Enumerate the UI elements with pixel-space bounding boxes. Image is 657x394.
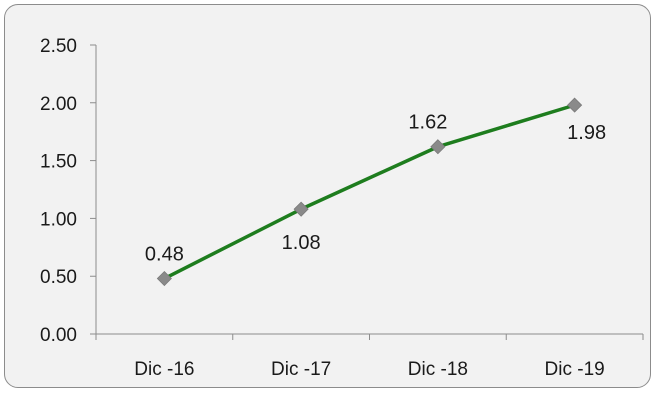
x-tick-label: Dic -19 bbox=[545, 359, 605, 380]
data-point-marker bbox=[293, 201, 309, 217]
y-tick-label: 2.50 bbox=[40, 36, 77, 57]
y-tick-label: 1.00 bbox=[40, 209, 77, 230]
data-labels: 0.48 1.08 1.62 1.98 bbox=[145, 112, 606, 266]
y-tick-label: 0.50 bbox=[40, 267, 77, 288]
axes bbox=[90, 44, 644, 340]
data-point-marker bbox=[567, 97, 583, 113]
data-point-marker bbox=[156, 270, 172, 287]
data-label: 1.98 bbox=[567, 122, 606, 144]
markers bbox=[156, 97, 583, 287]
y-tick-label: 0.00 bbox=[40, 325, 77, 346]
line-chart: 0.000.501.001.502.002.50 Dic -16 Dic -17 D… bbox=[40, 36, 644, 380]
x-tick-label: Dic -16 bbox=[134, 359, 194, 380]
data-label: 0.48 bbox=[145, 244, 184, 266]
series-line bbox=[162, 103, 577, 281]
x-tick-label: Dic -18 bbox=[408, 359, 468, 380]
data-label: 1.62 bbox=[408, 112, 447, 134]
x-tick-label: Dic -17 bbox=[271, 359, 331, 380]
chart-frame: 0.00 0.50 1.00 1.50 2.00 2.50 Dic -16 Dic -17 D… bbox=[4, 4, 651, 388]
data-point-marker bbox=[430, 139, 446, 155]
y-tick-label: 2.00 bbox=[40, 94, 77, 115]
data-label: 1.08 bbox=[282, 232, 321, 254]
x-axis-tick-labels: Dic -16 Dic -17 Dic -18 Dic -19 bbox=[134, 359, 604, 380]
series-layer bbox=[162, 103, 577, 281]
y-tick-label: 1.50 bbox=[40, 152, 77, 173]
y-axis-tick-labels: 0.00 0.50 1.00 1.50 2.00 2.50 bbox=[40, 36, 77, 346]
